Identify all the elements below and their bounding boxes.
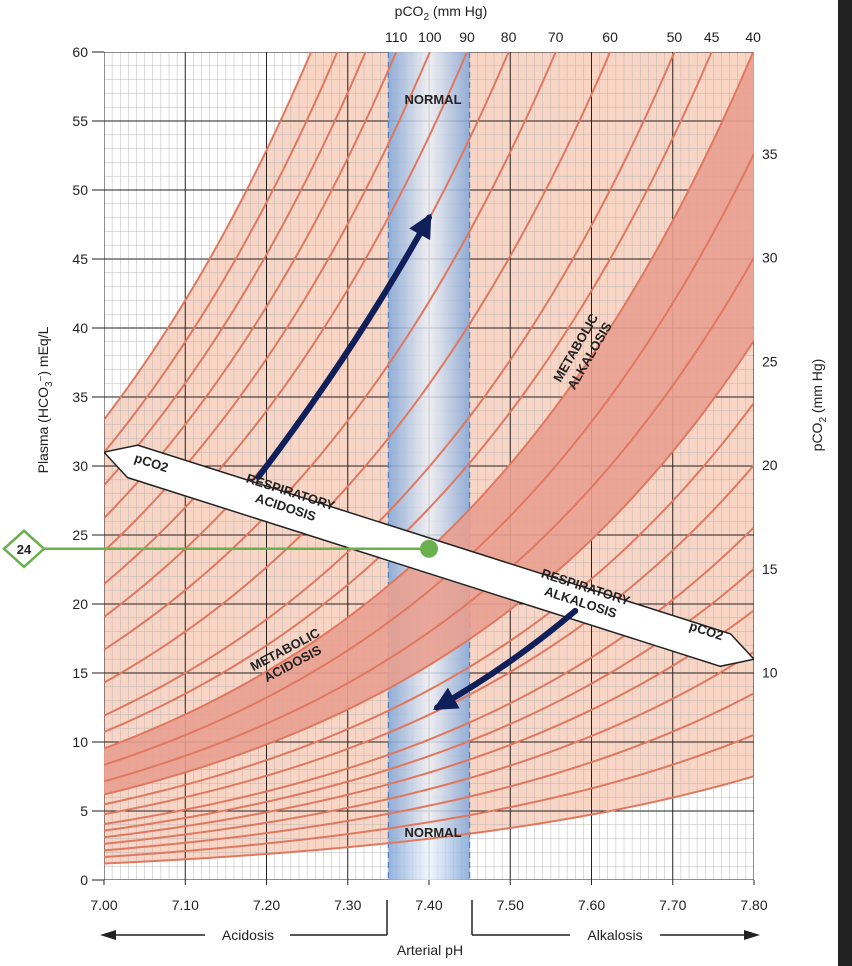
hco3-diamond-label: 24 [17,542,32,557]
pco2-isobars [104,52,754,865]
right-tick-label: 10 [762,665,778,681]
isobar-line [104,464,754,816]
metabolic-band-fill [104,52,754,795]
isobar-line [104,733,754,858]
alkalosis-label: Alkalosis [587,927,642,943]
isobar-line [104,52,557,651]
right-tick-label: 35 [762,146,778,162]
right-tick-label: 30 [762,250,778,266]
right-tick-label: 25 [762,353,778,369]
y-tick-label: 35 [72,389,88,405]
top-tick-label: 70 [548,29,564,45]
hco3-highlight: 24 [2,529,438,569]
x-tick-label: 7.10 [172,897,199,913]
isobar-line [104,52,431,552]
normal-bottom-label: NORMAL [404,825,461,840]
right-edge-bar [838,0,852,966]
top-tick-label: 80 [501,29,517,45]
y-tick-label: 0 [80,872,88,888]
hco3-diamond [2,529,46,569]
x-axis-ticks: 7.00 7.10 7.20 7.30 7.40 7.50 7.60 7.70 7.80 [90,880,768,913]
right-tick-label: 15 [762,561,778,577]
compensation-arrows [255,213,579,711]
isobar-line [104,52,612,684]
x-tick-label: 7.00 [90,897,117,913]
compensation-arrow [255,213,432,481]
isobar-line [104,52,367,487]
y-tick-label: 10 [72,734,88,750]
isobar-line [104,52,676,717]
right-axis-ticks: 35 30 25 20 15 10 [762,146,778,681]
x-tick-label: 7.80 [740,897,767,913]
alkalosis-arrow: Alkalosis [471,900,760,943]
compensation-arrow [432,607,579,711]
right-tick-label: 20 [762,457,778,473]
acidosis-arrow: Acidosis [100,900,388,943]
top-tick-label: 110 [385,29,408,45]
isobar-line [104,52,398,519]
top-tick-label: 60 [602,29,618,45]
y-tick-label: 30 [72,458,88,474]
x-tick-label: 7.30 [334,897,361,913]
acidosis-label: Acidosis [222,927,274,943]
isobar-line [104,692,754,852]
x-axis-title: Arterial pH [397,942,463,958]
x-tick-label: 7.40 [415,897,442,913]
top-axis-title: pCO2 (mm Hg) [395,3,488,23]
y-tick-label: 45 [72,251,88,267]
x-tick-label: 7.60 [578,897,605,913]
top-tick-label: 90 [459,29,475,45]
y-tick-label: 55 [72,113,88,129]
y-tick-label: 5 [80,803,88,819]
top-tick-label: 50 [667,29,683,45]
isobar-line [104,153,754,766]
y-axis-title: Plasma (HCO3−) mEq/L [35,326,55,473]
isobar-line [104,775,754,865]
x-tick-label: 7.50 [497,897,524,913]
isobar-line [104,52,339,454]
y-tick-label: 15 [72,665,88,681]
y-axis-ticks: 0 5 10 15 20 25 30 35 40 45 50 55 60 [72,44,104,888]
y-tick-label: 60 [72,44,88,60]
y-tick-label: 25 [72,527,88,543]
isobar-line [104,402,754,806]
metabolic-band [104,52,754,795]
top-tick-label: 45 [704,29,720,45]
top-tick-label: 100 [418,29,442,45]
isobar-line [104,257,754,783]
y-tick-label: 20 [72,596,88,612]
isobar-line [104,52,313,421]
normal-point [420,539,438,558]
x-tick-label: 7.70 [659,897,686,913]
right-axis-title: pCO2 (mm Hg) [809,359,829,452]
top-tick-label: 40 [745,29,761,45]
isobar-line [104,609,754,839]
isobar-line [104,650,754,845]
top-axis-ticks: 110 100 90 80 70 60 50 45 40 [385,29,761,45]
x-tick-label: 7.20 [253,897,280,913]
isobar-line [104,52,713,733]
isobar-line [104,339,754,796]
y-tick-label: 40 [72,320,88,336]
y-tick-label: 50 [72,182,88,198]
normal-top-label: NORMAL [404,92,461,107]
isobar-line [104,568,754,832]
